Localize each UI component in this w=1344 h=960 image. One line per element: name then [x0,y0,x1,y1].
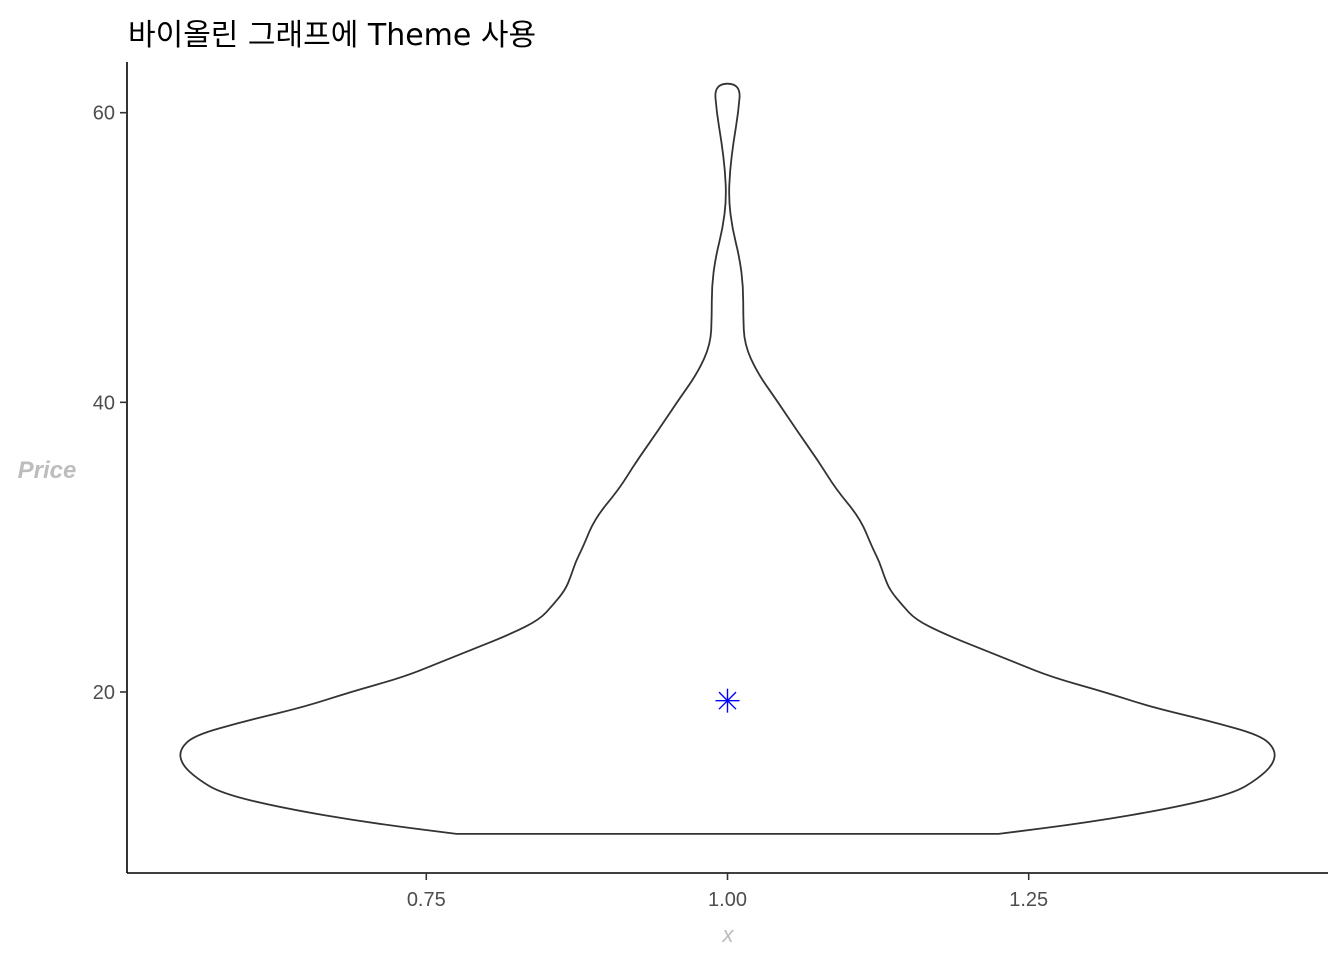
y-axis-title: Price [18,457,77,484]
mean-marker-stroke [718,691,737,710]
mean-marker [715,688,740,713]
y-tick-label: 60 [93,103,115,125]
y-tick-label: 40 [93,392,115,414]
x-axis-title: x [722,922,735,947]
mean-marker-layer [715,688,740,713]
y-tick-label: 20 [93,682,115,704]
violin-layer [179,82,1276,835]
axes-layer: 20 40 60 0.75 1.00 1.25 [93,62,1328,911]
x-tick-label: 1.00 [708,889,747,911]
x-tick-label: 0.75 [407,889,446,911]
x-tick-label: 1.25 [1009,889,1048,911]
violin-shape [179,82,1276,835]
chart-title: 바이올린 그래프에 Theme 사용 [128,18,537,53]
